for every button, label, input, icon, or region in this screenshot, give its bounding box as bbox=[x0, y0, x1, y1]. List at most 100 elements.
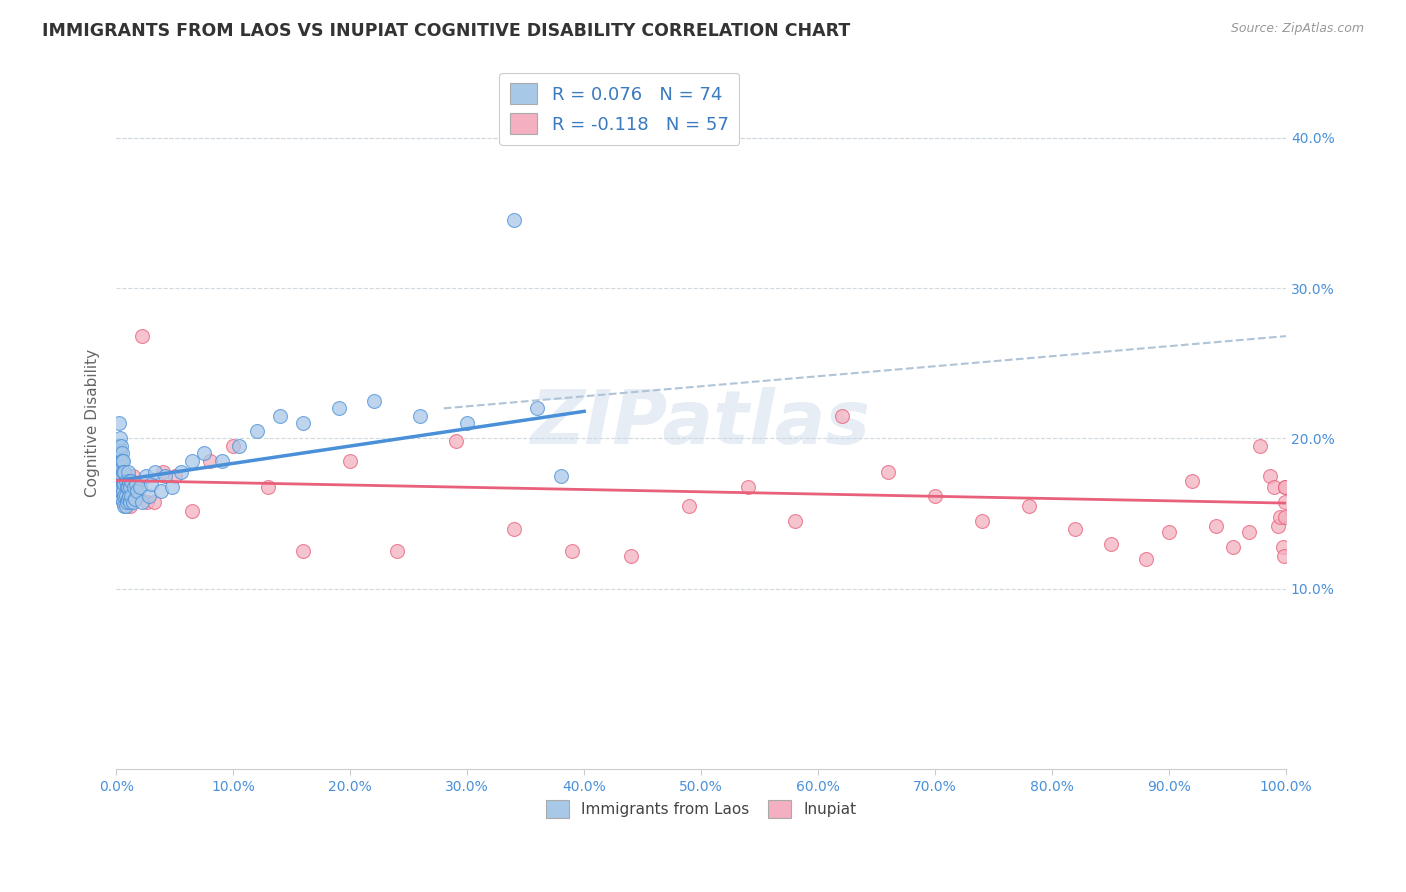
Point bbox=[877, 465, 900, 479]
Point bbox=[246, 424, 269, 438]
Point bbox=[124, 479, 146, 493]
Point bbox=[107, 454, 129, 468]
Point bbox=[110, 461, 132, 475]
Point bbox=[328, 401, 350, 416]
Point bbox=[107, 454, 129, 468]
Point bbox=[339, 454, 361, 468]
Point bbox=[121, 494, 143, 508]
Point bbox=[111, 469, 134, 483]
Text: IMMIGRANTS FROM LAOS VS INUPIAT COGNITIVE DISABILITY CORRELATION CHART: IMMIGRANTS FROM LAOS VS INUPIAT COGNITIV… bbox=[42, 22, 851, 40]
Point bbox=[115, 479, 138, 493]
Point bbox=[107, 461, 129, 475]
Point bbox=[831, 409, 853, 423]
Point bbox=[112, 465, 135, 479]
Text: ZIPatlas: ZIPatlas bbox=[531, 387, 872, 460]
Point bbox=[1064, 522, 1087, 536]
Point bbox=[193, 446, 215, 460]
Point bbox=[503, 213, 526, 227]
Point bbox=[1249, 439, 1271, 453]
Point bbox=[118, 474, 141, 488]
Point bbox=[108, 476, 131, 491]
Point bbox=[385, 544, 408, 558]
Point bbox=[737, 479, 759, 493]
Point bbox=[111, 454, 134, 468]
Point bbox=[115, 494, 138, 508]
Point bbox=[1099, 537, 1122, 551]
Point bbox=[110, 469, 132, 483]
Point bbox=[409, 409, 432, 423]
Point bbox=[112, 476, 135, 491]
Point bbox=[526, 401, 548, 416]
Text: Source: ZipAtlas.com: Source: ZipAtlas.com bbox=[1230, 22, 1364, 36]
Point bbox=[970, 514, 993, 528]
Point bbox=[111, 484, 134, 499]
Point bbox=[1263, 479, 1285, 493]
Point bbox=[561, 544, 583, 558]
Point bbox=[128, 489, 150, 503]
Point bbox=[131, 329, 153, 343]
Point bbox=[108, 446, 131, 460]
Point bbox=[1274, 509, 1296, 524]
Point bbox=[128, 479, 150, 493]
Point bbox=[444, 434, 467, 449]
Point bbox=[117, 469, 139, 483]
Point bbox=[112, 494, 135, 508]
Point bbox=[292, 417, 315, 431]
Point bbox=[550, 469, 572, 483]
Point bbox=[155, 469, 177, 483]
Point bbox=[117, 465, 139, 479]
Point bbox=[110, 484, 132, 499]
Point bbox=[121, 469, 143, 483]
Point bbox=[114, 494, 136, 508]
Point bbox=[135, 494, 157, 508]
Point bbox=[120, 499, 142, 513]
Point bbox=[114, 474, 136, 488]
Point bbox=[162, 479, 184, 493]
Point bbox=[198, 454, 221, 468]
Point bbox=[138, 489, 160, 503]
Point bbox=[115, 494, 138, 508]
Point bbox=[114, 465, 136, 479]
Point bbox=[117, 479, 139, 493]
Point bbox=[1205, 518, 1227, 533]
Point bbox=[121, 474, 143, 488]
Y-axis label: Cognitive Disability: Cognitive Disability bbox=[86, 350, 100, 498]
Point bbox=[107, 439, 129, 453]
Legend: Immigrants from Laos, Inupiat: Immigrants from Laos, Inupiat bbox=[540, 794, 862, 824]
Point bbox=[134, 469, 156, 483]
Point bbox=[114, 479, 136, 493]
Point bbox=[122, 479, 145, 493]
Point bbox=[181, 503, 204, 517]
Point bbox=[120, 479, 142, 493]
Point bbox=[363, 393, 385, 408]
Point bbox=[107, 469, 129, 483]
Point bbox=[620, 549, 643, 563]
Point bbox=[125, 476, 148, 491]
Point bbox=[1274, 479, 1296, 493]
Point bbox=[1237, 524, 1260, 539]
Point bbox=[152, 465, 174, 479]
Point bbox=[108, 469, 131, 483]
Point bbox=[112, 484, 135, 499]
Point bbox=[108, 431, 131, 445]
Point bbox=[1018, 499, 1040, 513]
Point bbox=[112, 454, 135, 468]
Point bbox=[924, 489, 946, 503]
Point bbox=[131, 494, 153, 508]
Point bbox=[110, 469, 132, 483]
Point bbox=[111, 446, 134, 460]
Point bbox=[678, 499, 700, 513]
Point bbox=[222, 439, 245, 453]
Point bbox=[1271, 540, 1294, 554]
Point bbox=[257, 479, 280, 493]
Point bbox=[121, 489, 143, 503]
Point bbox=[1222, 540, 1244, 554]
Point bbox=[1135, 551, 1157, 566]
Point bbox=[108, 484, 131, 499]
Point bbox=[111, 491, 134, 506]
Point bbox=[114, 476, 136, 491]
Point bbox=[107, 417, 129, 431]
Point bbox=[107, 446, 129, 460]
Point bbox=[211, 454, 233, 468]
Point bbox=[149, 484, 172, 499]
